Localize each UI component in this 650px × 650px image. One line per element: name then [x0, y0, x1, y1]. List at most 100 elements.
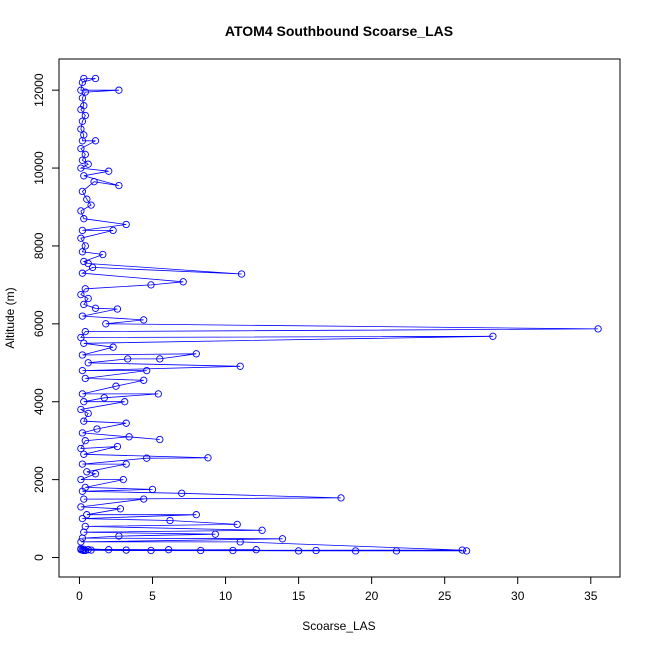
- data-point: [78, 429, 87, 437]
- data-point: [192, 511, 200, 519]
- data-point: [78, 94, 87, 102]
- data-point: [80, 74, 88, 83]
- data-point: [122, 546, 130, 554]
- data-point: [112, 382, 120, 390]
- data-point: [179, 278, 187, 286]
- data-point: [78, 534, 87, 542]
- data-point: [83, 195, 91, 203]
- data-point: [166, 516, 174, 525]
- data-point: [81, 111, 89, 120]
- data-point: [462, 547, 471, 555]
- data-point: [78, 248, 87, 256]
- y-tick-label: 4000: [32, 388, 46, 415]
- x-tick-label: 10: [219, 589, 233, 603]
- data-point: [236, 538, 244, 546]
- y-tick-label: 0: [32, 554, 46, 561]
- data-point: [78, 514, 87, 523]
- data-point: [77, 125, 85, 133]
- x-tick-label: 25: [438, 589, 452, 603]
- data-point: [77, 544, 85, 553]
- data-point: [84, 546, 92, 554]
- data-point: [81, 285, 89, 293]
- data-point: [143, 454, 151, 462]
- data-point: [124, 355, 132, 363]
- series-points: [77, 74, 602, 555]
- data-point: [77, 207, 85, 215]
- data-point: [77, 290, 85, 299]
- data-point: [81, 437, 89, 445]
- x-tick-label: 0: [76, 589, 83, 603]
- data-point: [113, 442, 122, 451]
- data-point: [140, 376, 148, 384]
- data-point: [81, 242, 89, 250]
- x-axis: 0 5 10 15 20 25 30 35: [76, 576, 598, 603]
- data-point: [80, 300, 88, 309]
- data-point: [156, 355, 164, 363]
- data-point: [122, 419, 130, 427]
- data-point: [90, 178, 98, 186]
- data-point: [91, 74, 100, 83]
- data-point: [80, 417, 88, 425]
- y-tick-label: 2000: [32, 466, 46, 493]
- data-point: [80, 398, 88, 406]
- x-axis-label: Scoarse_LAS: [302, 619, 375, 633]
- data-point: [77, 405, 85, 414]
- data-point: [278, 535, 287, 543]
- data-point: [78, 351, 87, 359]
- data-point: [81, 150, 89, 159]
- data-point: [78, 487, 87, 495]
- data-point: [122, 220, 130, 229]
- data-point: [115, 532, 123, 540]
- data-point: [78, 546, 87, 554]
- data-point: [84, 409, 92, 418]
- data-point: [87, 546, 95, 554]
- data-point: [100, 394, 108, 402]
- data-point: [229, 546, 237, 555]
- data-point: [109, 226, 117, 235]
- data-point: [77, 86, 85, 94]
- data-point: [80, 495, 88, 503]
- x-tick-label: 35: [584, 589, 598, 603]
- data-point: [91, 304, 100, 312]
- y-tick-label: 8000: [32, 232, 46, 259]
- data-point: [81, 546, 89, 555]
- data-point: [156, 435, 164, 444]
- data-point: [80, 215, 88, 223]
- data-point: [294, 547, 303, 555]
- x-tick-label: 15: [292, 589, 306, 603]
- data-point: [115, 181, 123, 190]
- data-point: [81, 374, 89, 383]
- data-point: [178, 489, 186, 497]
- data-point: [83, 511, 91, 519]
- y-tick-label: 10000: [32, 151, 46, 185]
- data-point: [337, 494, 345, 502]
- data-point: [78, 187, 87, 196]
- data-point: [91, 470, 100, 478]
- data-point: [121, 398, 129, 406]
- data-point: [102, 320, 110, 328]
- data-point: [88, 263, 97, 272]
- data-point: [99, 250, 107, 259]
- data-point: [81, 327, 89, 336]
- data-point: [105, 546, 113, 554]
- data-point: [192, 350, 200, 358]
- data-point: [116, 505, 125, 513]
- data-point: [351, 547, 360, 555]
- data-point: [489, 332, 497, 340]
- data-point: [148, 485, 157, 494]
- data-point: [78, 460, 87, 468]
- y-axis: 0 2000 4000 6000 8000 10000 12000: [32, 73, 60, 561]
- y-tick-label: 6000: [32, 310, 46, 337]
- data-point: [77, 105, 85, 114]
- x-tick-label: 30: [511, 589, 525, 603]
- data-point: [113, 305, 122, 313]
- data-point: [252, 546, 260, 554]
- y-tick-label: 12000: [32, 73, 46, 107]
- data-point: [594, 325, 602, 333]
- data-point: [140, 316, 148, 324]
- data-point: [105, 167, 113, 175]
- data-point: [125, 433, 133, 441]
- data-point: [122, 460, 130, 468]
- data-point: [80, 545, 88, 553]
- data-point: [236, 362, 244, 370]
